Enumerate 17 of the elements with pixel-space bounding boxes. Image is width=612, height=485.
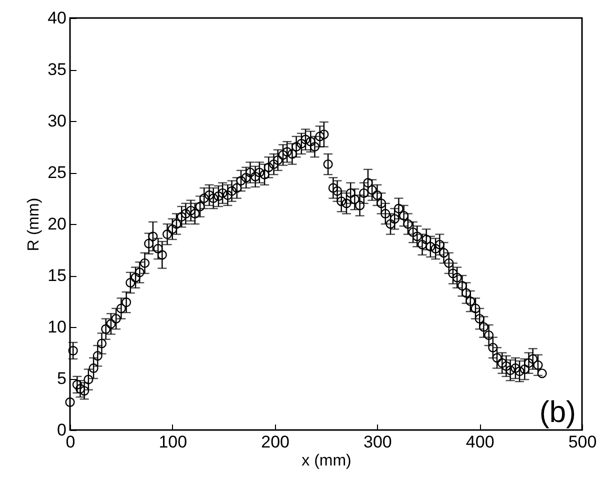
x-axis-title: x (mm) [302,452,352,470]
y-tick-label: 25 [48,163,66,182]
x-tick-label: 300 [364,432,392,452]
x-tick-label: 200 [261,432,290,452]
y-tick-label: 35 [48,60,66,79]
x-tick-label: 500 [568,432,597,452]
y-tick-label: 15 [48,266,66,285]
x-tick-label: 400 [466,432,494,452]
y-tick-label: 40 [48,8,66,28]
y-tick-label: 5 [57,369,66,388]
y-tick-label: 0 [57,420,66,440]
y-tick-label: 20 [48,214,66,234]
x-tick-label: 100 [158,432,188,452]
y-tick-label: 30 [48,112,66,130]
annotation: (b) [539,396,576,429]
y-tick-label: 10 [48,318,66,336]
y-axis-title: R (mm) [26,198,43,252]
